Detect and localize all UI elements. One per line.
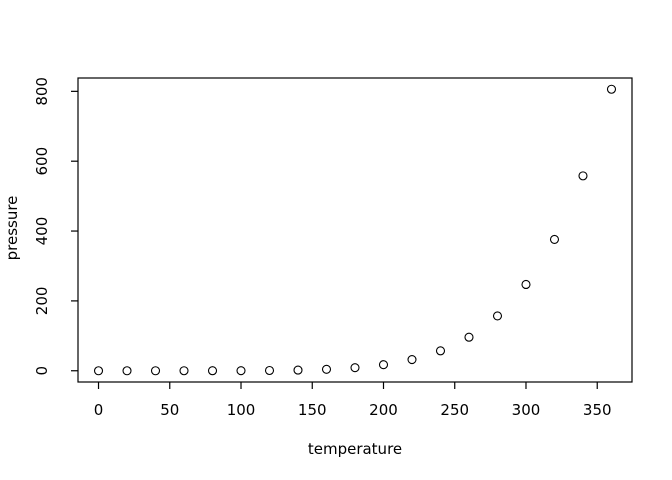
x-axis-tick-label: 250 — [440, 401, 469, 419]
data-point — [179, 366, 189, 376]
data-point — [492, 311, 503, 321]
data-point — [378, 360, 389, 370]
data-point — [150, 366, 161, 376]
data-point — [435, 346, 446, 356]
x-axis-tick-label: 350 — [583, 401, 612, 419]
data-point — [464, 332, 474, 342]
x-axis-label: temperature — [307, 440, 403, 458]
data-point — [207, 366, 218, 376]
x-axis-tick-label: 0 — [94, 401, 104, 419]
y-axis-tick-label: 200 — [33, 287, 51, 316]
data-point — [606, 84, 617, 94]
data-point — [236, 366, 246, 376]
x-axis-tick-label: 100 — [227, 401, 256, 419]
data-point — [549, 234, 560, 244]
x-axis-tick-label: 150 — [298, 401, 327, 419]
data-point — [578, 171, 588, 181]
y-axis-tick-label: 400 — [33, 217, 51, 246]
x-axis-tick-label: 300 — [512, 401, 541, 419]
y-axis-tick-label: 0 — [33, 366, 51, 376]
x-axis-tick-label: 200 — [369, 401, 398, 419]
data-point — [521, 279, 531, 290]
data-point — [350, 363, 360, 373]
y-axis-tick-label: 600 — [33, 147, 51, 176]
data-point — [122, 366, 132, 376]
y-axis-tick-label: 800 — [33, 77, 51, 106]
x-axis-tick-label: 50 — [160, 401, 179, 419]
data-point — [407, 354, 417, 365]
data-point — [321, 364, 332, 374]
data-point — [264, 365, 275, 376]
plot-box — [77, 77, 633, 383]
y-axis-label: pressure — [3, 195, 21, 261]
data-point — [293, 365, 303, 375]
data-point — [93, 366, 104, 376]
